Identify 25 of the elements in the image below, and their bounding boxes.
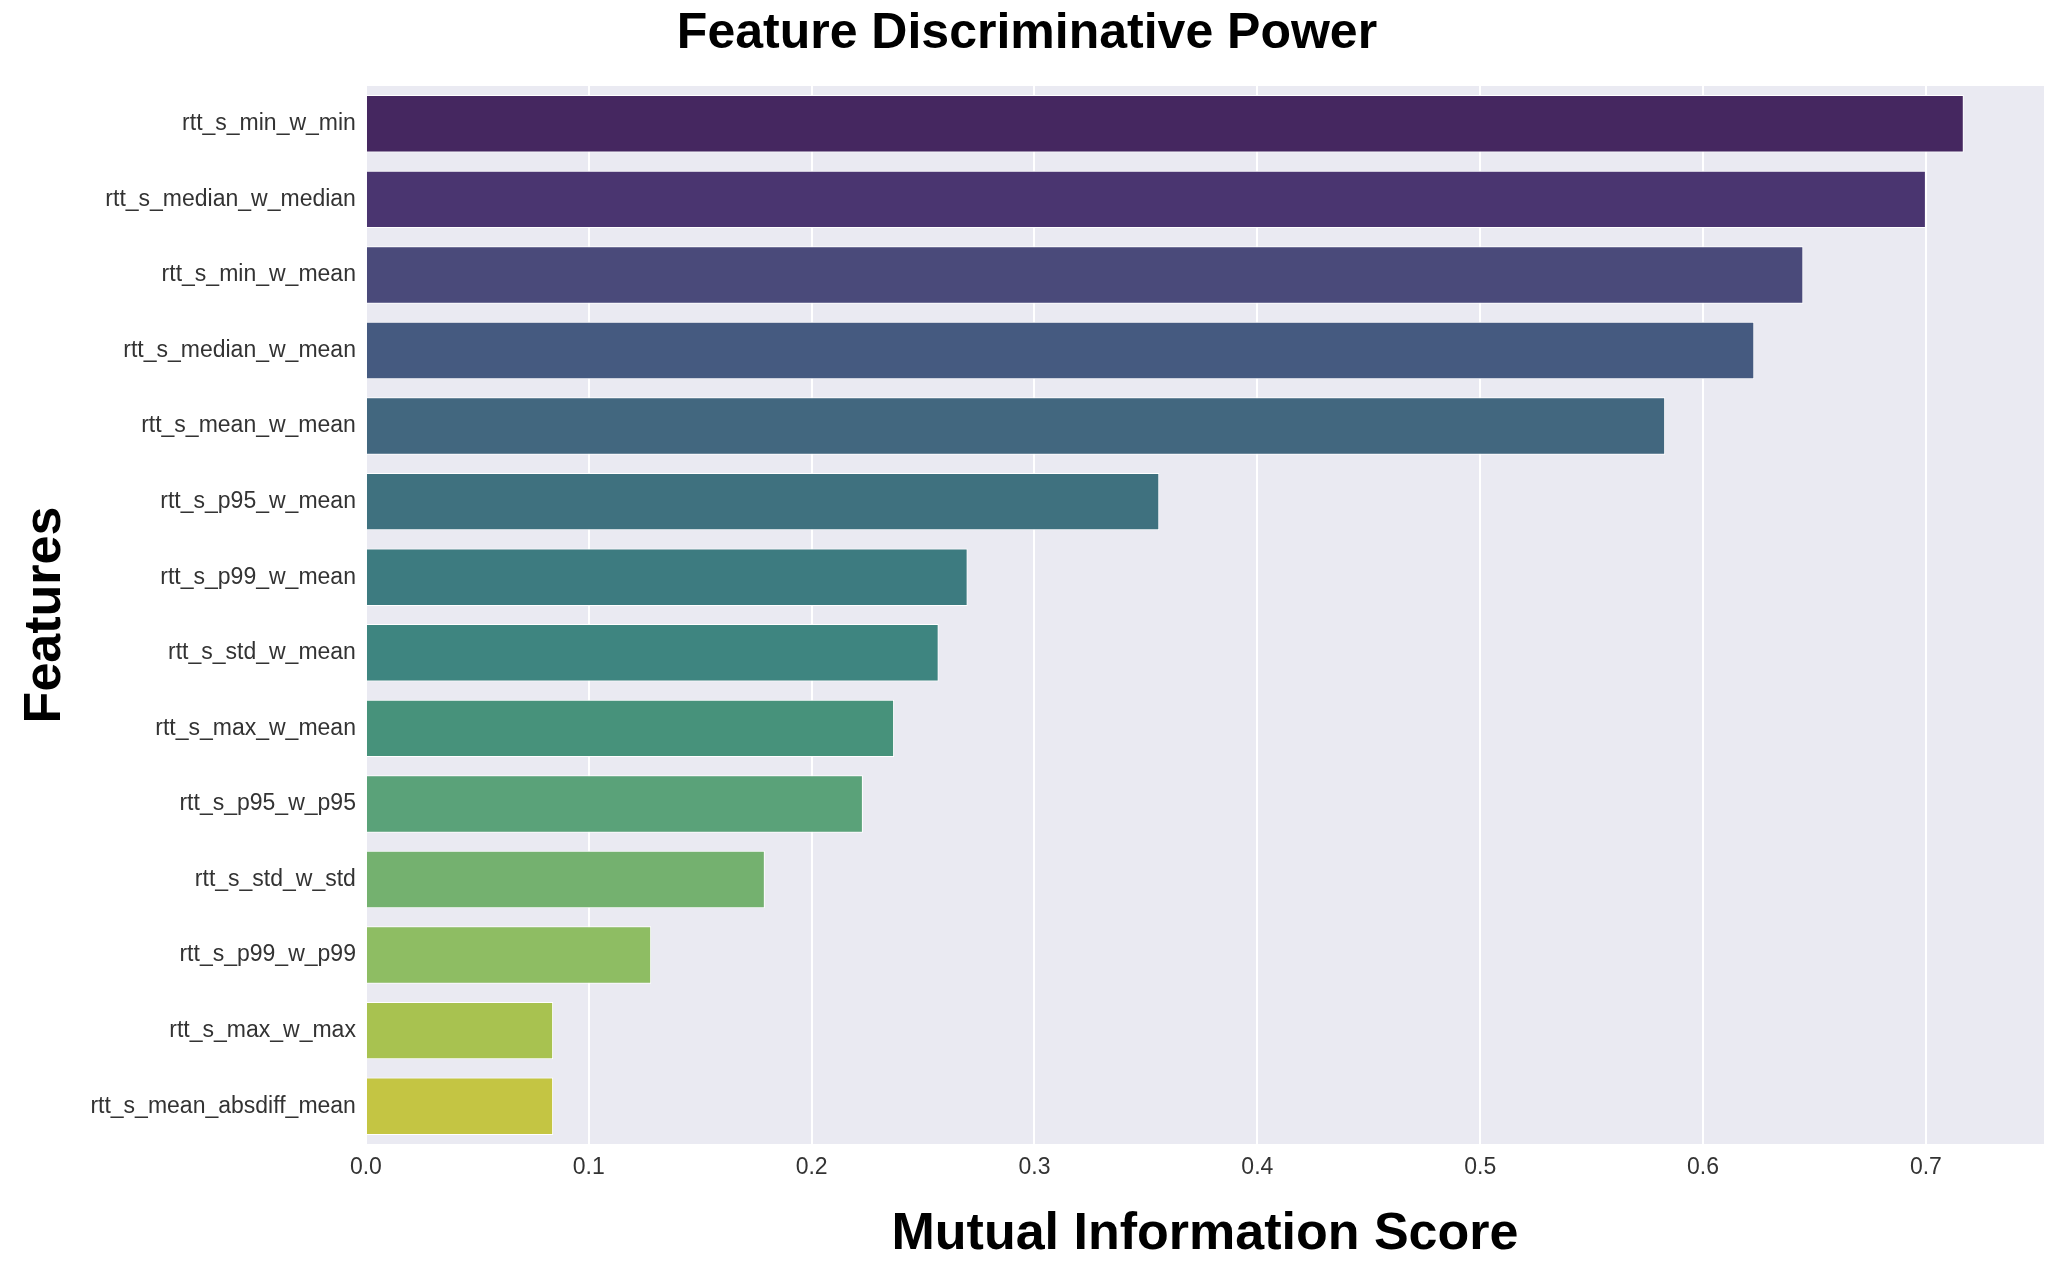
x-tick-label: 0.4	[1241, 1153, 1274, 1180]
y-tick-label: rtt_s_p99_w_p99	[179, 940, 356, 967]
y-tick-label: rtt_s_mean_w_mean	[141, 411, 356, 438]
y-tick-label: rtt_s_max_w_max	[169, 1015, 357, 1042]
y-axis-title: Features	[12, 506, 71, 724]
y-tick-label: rtt_s_p95_w_p95	[179, 789, 356, 816]
y-tick-label: rtt_s_p99_w_mean	[160, 562, 356, 589]
x-tick-label: 0.5	[1464, 1153, 1497, 1180]
y-tick-label: rtt_s_max_w_mean	[155, 713, 356, 740]
y-tick-label: rtt_s_median_w_median	[105, 184, 356, 211]
y-tick-label: rtt_s_median_w_mean	[123, 335, 356, 362]
chart-title: Feature Discriminative Power	[676, 2, 1378, 59]
y-tick-label: rtt_s_p95_w_mean	[160, 486, 356, 513]
y-tick-label: rtt_s_min_w_mean	[161, 260, 356, 287]
y-tick-label: rtt_s_min_w_min	[182, 109, 356, 136]
y-tick-label: rtt_s_std_w_std	[194, 864, 356, 891]
x-tick-label: 0.2	[795, 1153, 828, 1180]
x-tick-label: 0.6	[1687, 1153, 1720, 1180]
y-tick-label: rtt_s_mean_absdiff_mean	[90, 1091, 356, 1118]
x-tick-label: 0.3	[1018, 1153, 1051, 1180]
x-tick-label: 0.0	[349, 1153, 382, 1180]
x-tick-label: 0.1	[572, 1153, 605, 1180]
x-axis-title: Mutual Information Score	[891, 1202, 1519, 1261]
y-tick-label: rtt_s_std_w_mean	[167, 638, 356, 665]
x-tick-label: 0.7	[1909, 1153, 1942, 1180]
